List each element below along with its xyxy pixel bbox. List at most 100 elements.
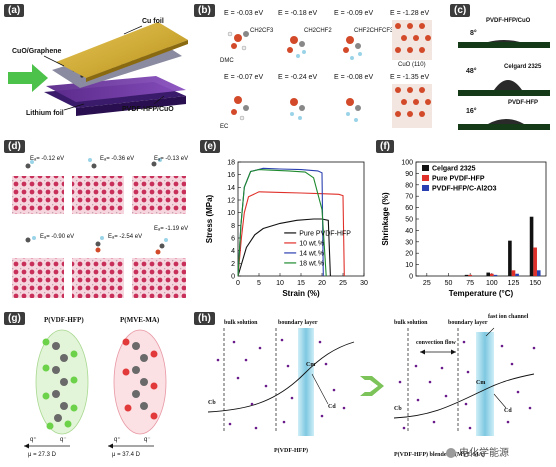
x-tick-label: 75 [466,280,474,287]
energy-b-6: E = -0.24 eV [278,74,318,81]
h-right-caption: P(VDF-HFP) blended P(MVE-MA) [394,452,485,458]
cuo-slab-top [392,20,432,60]
y-tick-label: 30 [405,239,413,246]
cuo-surface-label: CuO (110) [398,62,426,68]
h-left-cd: Cd [328,404,336,410]
panel-g-label: (g) [4,312,25,325]
energy-d-6: Eₐ= -1.19 eV [154,226,189,232]
molecule-row-top [227,31,362,60]
y-tick-label: 0 [409,274,413,281]
watermark-text: 电化学能源 [459,448,509,459]
energy-d-3: Eₐ= -0.13 eV [154,156,189,162]
separator-label: PVDF-HFP/CuO [122,106,174,113]
molecule-label-3: CHF2CHFCF3 [354,28,394,34]
panel-b-label: (b) [194,4,215,17]
energy-b-8: E = -1.35 eV [390,74,430,81]
h-right-cm: Cm [476,380,486,386]
ion-transport-schematic [207,327,536,436]
y-tick-label: 6 [231,236,235,243]
bar-1-2 [468,274,472,276]
y-tick-label: 40 [405,228,413,235]
x-tick-label: 150 [529,280,541,287]
legend-label-0: Celgard 2325 [432,166,476,173]
battery-schematic [8,22,188,116]
legend-label-2: PVDF-HFP/C-Al2O3 [432,186,497,193]
x-tick-label: 25 [423,280,431,287]
stress-strain-chart: 0 5 10 15 20 25 30 0 2 4 6 8 10 12 14 16 18 Strain (%) Str… [205,160,368,299]
y-tick-label: 80 [405,182,413,189]
energy-b-2: E = -0.18 eV [278,10,318,17]
x-tick-label: 125 [508,280,520,287]
angle-1: 8° [470,30,477,37]
x-tick-label: 25 [339,280,347,287]
legend-label-0: Pure PVDF-HFP [299,230,351,237]
panel-a: (a) Cu foil CuO/Graphene Lithium foil PV… [4,4,192,132]
y-tick-label: 60 [405,205,413,212]
energy-b-1: E = -0.03 eV [224,10,264,17]
panel-g: (g) P(VDF-HFP) P(MVE-MA) q⁺ q⁻ q⁺ q⁻ μ =… [4,312,192,464]
g-left-qplus: q⁺ [30,437,37,443]
bar-2-5 [536,270,541,276]
cuo-slab-bottom [392,84,432,128]
y-axis-label: Shrinkage (%) [381,192,390,246]
bar-1-5 [533,247,537,276]
bar-1-3 [490,273,494,276]
contact-angle-images [458,40,550,130]
h-left-cb: Cb [208,400,216,406]
h-left-bulk: bulk solution [224,320,258,326]
plot-frame [237,161,365,277]
x-tick-label: 20 [318,280,326,287]
h-right-bulk: bulk solution [394,320,428,326]
y-tick-label: 0 [231,274,235,281]
h-right-boundary: boundary layer [448,320,488,326]
y-tick-label: 10 [405,262,413,269]
shrinkage-chart: 0 10 20 30 40 50 60 70 80 90 100 25 50 75 100 125 150 Tem… [381,160,547,298]
y-tick-label: 70 [405,194,413,201]
energy-d-5: Eₐ= -2.54 eV [108,234,143,240]
h-right-cb: Cb [394,406,402,412]
legend-swatch-2 [422,185,429,191]
molecule-label-2: CH2CHF2 [304,28,332,34]
molecule-row-bottom [231,96,361,122]
series-line-0 [237,218,331,277]
chevron-right-icon [360,376,384,396]
bar-2-4 [515,273,519,276]
panel-b: (b) E = -0.03 eV E = -0.18 eV E = -0.09 … [194,4,444,136]
polymer-dipole-models [24,329,167,449]
legend-swatch-0 [422,165,429,171]
wechat-logo-icon [446,448,456,459]
y-tick-label: 2 [231,261,235,268]
energy-b-4: E = -1.28 eV [390,10,430,17]
panel-f-label: (f) [376,140,394,153]
y-tick-label: 90 [405,171,413,178]
x-tick-label: 50 [445,280,453,287]
g-left-title: P(VDF-HFP) [44,316,84,324]
legend-label-2: 14 wt.% [299,250,324,257]
molecule-label-1: CH2CF3 [250,28,274,34]
x-tick-label: 100 [486,280,498,287]
x-axis-label: Temperature (°C) [449,289,514,298]
adsorption-structures [12,158,186,298]
legend-swatch-1 [422,175,429,181]
x-tick-label: 15 [297,280,305,287]
legend-label-3: 18 wt.% [299,260,324,267]
g-right-qminus: q⁻ [144,437,151,443]
g-right-title: P(MVE-MA) [120,316,160,324]
panel-h-label: (h) [194,312,215,325]
h-left-boundary: boundary layer [278,320,318,326]
panel-f: (f) 0 10 20 30 40 50 60 70 80 90 100 25 50 75 100 125 15… [376,140,552,302]
ec-label: EC [220,124,229,130]
sample-2: Celgard 2325 [504,64,542,70]
h-convection: convection flow [416,340,456,346]
lithium-foil-label: Lithium foil [26,110,64,117]
panel-c: (c) 8° PVDF-HFP/CuO 48° Celgard 2325 16°… [448,4,552,136]
molecule-structures [227,20,432,128]
g-right-mu: μ = 37.4 D [112,452,140,458]
angle-3: 16° [466,108,477,115]
sample-1: PVDF-HFP/CuO [486,18,531,24]
cu-foil-label: Cu foil [142,18,164,25]
bar-1-4 [511,270,516,276]
y-tick-label: 14 [227,185,235,192]
h-left-caption: P(VDF-HFP) [274,448,308,454]
energy-d-1: Eₐ= -0.12 eV [30,156,65,162]
